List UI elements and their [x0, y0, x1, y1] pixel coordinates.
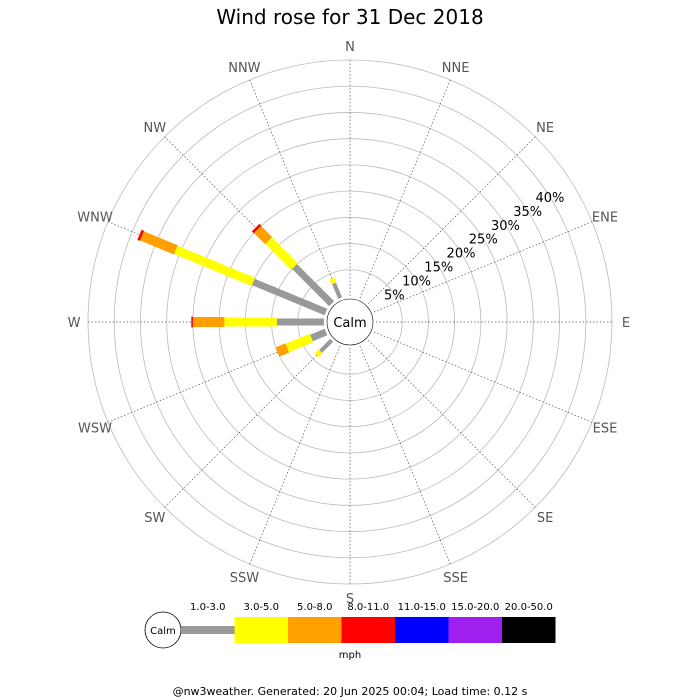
legend-label-5.0-8.0: 5.0-8.0	[297, 602, 332, 613]
radial-tick-label-25: 25%	[469, 233, 498, 248]
direction-label-sw: SW	[144, 511, 165, 526]
legend-label-20.0-50.0: 20.0-50.0	[505, 602, 553, 613]
legend-calm-label: Calm	[150, 626, 176, 637]
footer-text: @nw3weather. Generated: 20 Jun 2025 00:0…	[173, 685, 528, 698]
legend-swatch-15.0-20.0	[448, 617, 502, 643]
direction-label-n: N	[345, 40, 355, 55]
bar-nnw-1.0-3.0	[332, 282, 342, 299]
radial-tick-label-20: 20%	[447, 247, 476, 262]
radial-tick-label-15: 15%	[424, 261, 453, 276]
bar-wnw-8.0-11.0	[137, 229, 144, 241]
spoke-nne	[359, 79, 451, 299]
grid-ring-35	[140, 112, 560, 532]
direction-label-sse: SSE	[443, 571, 468, 586]
bar-nw-8.0-11.0	[251, 223, 262, 234]
bar-w-3.0-5.0	[224, 317, 277, 327]
spoke-ene	[373, 221, 593, 313]
spoke-sse	[359, 345, 451, 565]
direction-label-ne: NE	[536, 121, 554, 136]
bar-sw-1.0-3.0	[319, 338, 334, 353]
bar-nw-1.0-3.0	[292, 264, 335, 307]
radial-tick-label-5: 5%	[384, 288, 405, 303]
bar-wsw-5.0-8.0	[275, 343, 290, 357]
direction-label-ssw: SSW	[230, 571, 260, 586]
direction-label-wnw: WNW	[77, 210, 113, 225]
grid-ring-40	[113, 85, 587, 559]
legend-label-3.0-5.0: 3.0-5.0	[244, 602, 279, 613]
legend-label-11.0-15.0: 11.0-15.0	[398, 602, 446, 613]
direction-labels: N NNE NE ENE E ESE SE SSE S SSW SW WSW W WNW NW NNW	[68, 40, 631, 607]
grid-ring-30	[166, 138, 534, 506]
speed-legend: Calm 1.0-3.0 3.0-5.0 5.0-8.0 8.0-11.0 11.0-1…	[144, 602, 556, 661]
direction-label-s: S	[346, 592, 354, 607]
bar-wsw-3.0-5.0	[285, 333, 314, 353]
bar-w-5.0-8.0	[192, 317, 225, 327]
bar-nw-3.0-5.0	[265, 237, 298, 270]
bar-sw-3.0-5.0	[314, 349, 323, 358]
legend-swatch-8.0-11.0	[341, 617, 395, 643]
legend-swatch-11.0-15.0	[395, 617, 449, 643]
direction-label-nnw: NNW	[228, 61, 260, 76]
bar-w-8.0-11.0	[191, 316, 193, 328]
direction-label-se: SE	[537, 511, 553, 526]
legend-swatch-20.0-50.0	[502, 617, 556, 643]
calm-label: Calm	[333, 316, 366, 331]
direction-label-ese: ESE	[593, 422, 618, 437]
bar-w-1.0-3.0	[276, 318, 324, 326]
radial-tick-labels: 5%10%15%20%25%30%35%40%	[384, 191, 564, 303]
legend-swatch-1.0-3.0	[181, 626, 235, 634]
calm-circle-group: Calm	[326, 298, 374, 346]
radial-tick-label-30: 30%	[491, 219, 520, 234]
wind-bars	[137, 223, 342, 358]
bar-wnw-5.0-8.0	[139, 231, 178, 255]
chart-title: Wind rose for 31 Dec 2018	[216, 5, 483, 29]
legend-swatch-3.0-5.0	[234, 617, 288, 643]
spoke-ssw	[249, 345, 341, 565]
legend-unit: mph	[339, 650, 361, 661]
direction-label-w: W	[68, 316, 81, 331]
direction-label-ene: ENE	[592, 210, 618, 225]
bar-wnw-3.0-5.0	[174, 245, 255, 287]
radial-tick-label-10: 10%	[402, 274, 431, 289]
bar-wsw-1.0-3.0	[310, 328, 328, 342]
radial-tick-label-40: 40%	[535, 191, 564, 206]
legend-label-15.0-20.0: 15.0-20.0	[451, 602, 499, 613]
legend-label-8.0-11.0: 8.0-11.0	[347, 602, 389, 613]
spoke-sw	[164, 340, 332, 508]
legend-swatch-5.0-8.0	[288, 617, 342, 643]
bar-wnw-1.0-3.0	[252, 278, 328, 316]
spoke-nnw	[249, 79, 341, 299]
bar-nnw-3.0-5.0	[329, 277, 337, 285]
spoke-se	[368, 340, 536, 508]
calm-circle	[326, 298, 374, 346]
legend-label-1.0-3.0: 1.0-3.0	[190, 602, 225, 613]
direction-label-e: E	[622, 316, 630, 331]
spoke-ese	[373, 331, 593, 423]
direction-label-nne: NNE	[442, 61, 470, 76]
direction-label-nw: NW	[144, 121, 167, 136]
spoke-ne	[368, 136, 536, 304]
bar-nw-5.0-8.0	[253, 225, 273, 245]
direction-label-wsw: WSW	[78, 422, 112, 437]
radial-tick-label-35: 35%	[513, 205, 542, 220]
